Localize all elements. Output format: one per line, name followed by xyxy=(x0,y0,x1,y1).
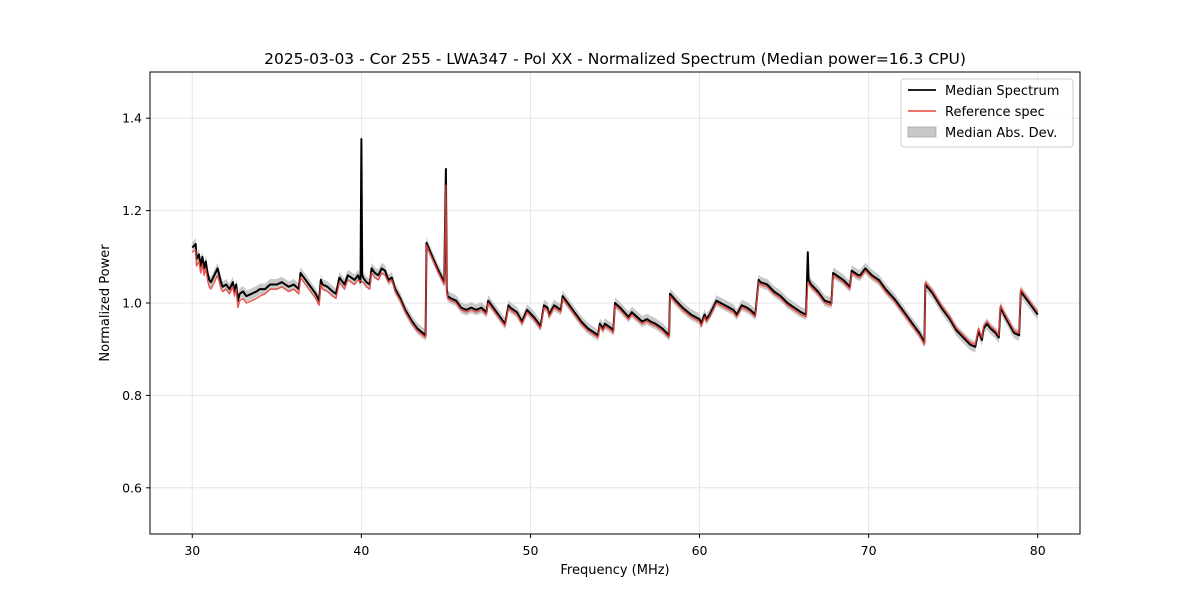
x-tick-label: 40 xyxy=(353,543,369,558)
x-tick-label: 30 xyxy=(184,543,200,558)
y-tick-label: 1.4 xyxy=(122,111,142,126)
legend-swatch-mad xyxy=(907,126,937,138)
x-tick-label: 80 xyxy=(1030,543,1046,558)
y-tick-label: 0.6 xyxy=(122,480,142,495)
x-tick-label: 70 xyxy=(861,543,877,558)
series-reference-spec xyxy=(191,184,1039,346)
x-axis-label: Frequency (MHz) xyxy=(560,563,669,578)
y-tick-label: 1.0 xyxy=(122,296,142,311)
x-tick-label: 60 xyxy=(692,543,708,558)
legend-label-median: Median Spectrum xyxy=(945,84,1059,99)
mad-band xyxy=(192,133,1038,353)
legend-box xyxy=(900,78,1074,148)
axis-ticks: 30 40 50 60 70 80 0.6 0.8 1.0 1.2 1.4 xyxy=(122,111,1046,558)
y-tick-label: 1.2 xyxy=(122,203,142,218)
mad-band-area xyxy=(192,133,1038,353)
legend: Median Spectrum Reference spec Median Ab… xyxy=(900,78,1074,148)
y-tick-label: 0.8 xyxy=(122,388,142,403)
x-tick-label: 50 xyxy=(523,543,539,558)
y-axis-label: Normalized Power xyxy=(98,244,113,362)
series-lines xyxy=(191,138,1039,348)
chart-title: 2025-03-03 - Cor 255 - LWA347 - Pol XX -… xyxy=(264,50,966,68)
legend-label-mad: Median Abs. Dev. xyxy=(945,126,1057,141)
legend-label-reference: Reference spec xyxy=(945,105,1045,120)
